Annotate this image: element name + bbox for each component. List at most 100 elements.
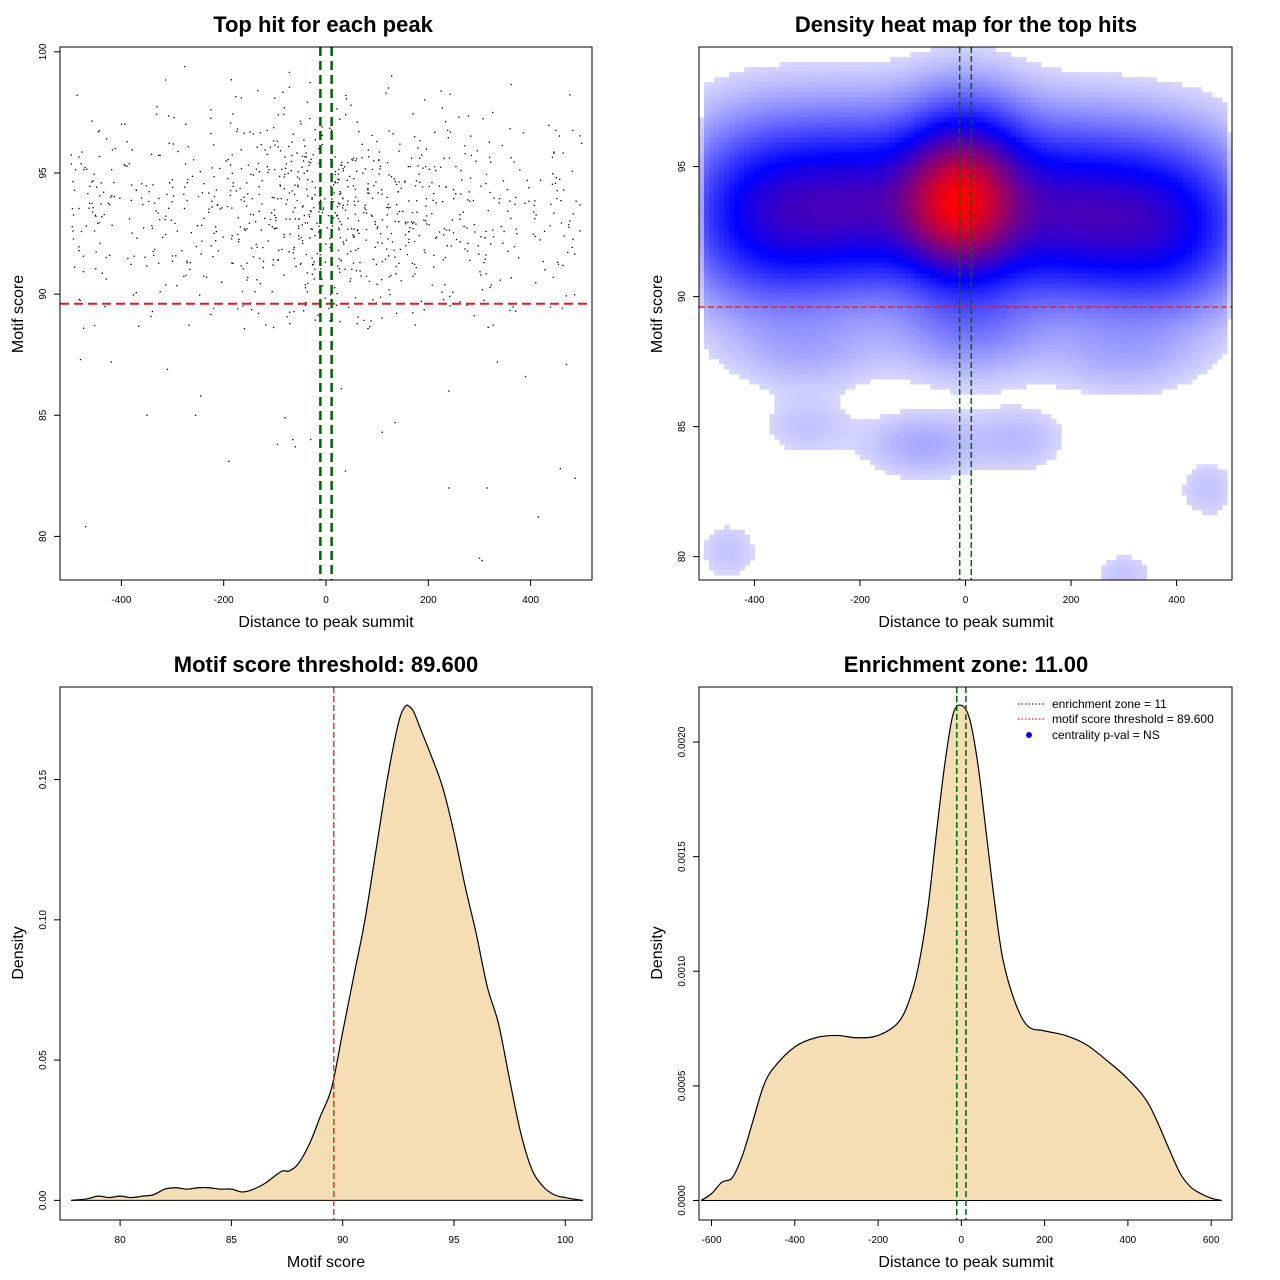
heatmap-cell	[1020, 177, 1027, 184]
heatmap-cell	[1181, 177, 1188, 184]
heatmap-cell	[854, 142, 861, 149]
scatter-point	[130, 263, 132, 266]
scatter-point	[411, 211, 414, 214]
heatmap-cell	[724, 182, 730, 189]
heatmap-cell	[849, 107, 856, 113]
scatter-point	[556, 189, 558, 192]
heatmap-cell	[1005, 62, 1012, 68]
heatmap-cell	[1025, 177, 1032, 184]
heatmap-cell	[1030, 127, 1037, 134]
heatmap-cell	[784, 142, 791, 149]
heatmap-cell	[1191, 157, 1198, 164]
heatmap-cell	[920, 102, 926, 108]
heatmap-cell	[814, 167, 821, 174]
heatmap-cell	[930, 87, 936, 93]
heatmap-cell	[834, 192, 841, 199]
heatmap-cell	[809, 233, 816, 239]
heatmap-cell	[799, 217, 806, 224]
scatter-point	[258, 210, 260, 213]
heatmap-cell	[704, 212, 710, 219]
heatmap-cell	[955, 82, 962, 88]
heatmap-cell	[1061, 217, 1067, 224]
heatmap-cell	[1030, 222, 1037, 229]
heatmap-cell	[930, 97, 936, 103]
heatmap-cell	[1216, 172, 1223, 179]
heatmap-cell	[1216, 147, 1223, 154]
heatmap-cell	[1096, 182, 1102, 189]
scatter-point	[492, 236, 495, 238]
heatmap-cell	[1081, 137, 1087, 144]
heatmap-cell	[955, 248, 962, 254]
heatmap-cell	[885, 222, 891, 229]
heatmap-cell	[719, 212, 725, 219]
heatmap-cell	[1216, 157, 1223, 164]
heatmap-cell	[1166, 87, 1173, 93]
heatmap-cell	[1076, 172, 1082, 179]
heatmap-cell	[1206, 162, 1213, 169]
heatmap-cell	[960, 52, 967, 58]
heatmap-cell	[699, 182, 705, 189]
heatmap-cell	[910, 217, 916, 224]
heatmap-cell	[1136, 127, 1143, 134]
heatmap-cell	[995, 77, 1002, 83]
scatter-point	[262, 260, 265, 263]
scatter-point	[194, 414, 197, 416]
heatmap-cell	[990, 233, 997, 239]
heatmap-cell	[1201, 222, 1208, 229]
heatmap-cell	[1000, 182, 1007, 189]
heatmap-cell	[719, 132, 725, 139]
heatmap-cell	[900, 212, 906, 219]
scatter-point	[363, 211, 365, 214]
heatmap-cell	[794, 192, 801, 199]
heatmap-cell	[880, 62, 886, 68]
heatmap-cell	[945, 248, 952, 254]
heatmap-cell	[1216, 127, 1223, 134]
scatter-point	[238, 238, 240, 240]
heatmap-cell	[900, 222, 906, 229]
heatmap-cell	[1131, 77, 1138, 83]
heatmap-cell	[839, 187, 846, 194]
heatmap-cell	[990, 187, 997, 194]
heatmap-cell	[1121, 248, 1128, 254]
heatmap-cell	[1136, 167, 1143, 174]
heatmap-cell	[859, 162, 866, 169]
heatmap-cell	[1181, 248, 1188, 254]
heatmap-cell	[1056, 162, 1062, 169]
heatmap-cell	[824, 197, 831, 204]
heatmap-cell	[985, 228, 992, 234]
heatmap-cell	[930, 187, 936, 194]
heatmap-cell	[704, 182, 710, 189]
heatmap-cell	[724, 102, 730, 108]
heatmap-cell	[799, 122, 806, 129]
heatmap-cell	[739, 132, 745, 139]
heatmap-cell	[734, 157, 740, 164]
scatter-point	[371, 197, 374, 199]
heatmap-cell	[1071, 167, 1077, 174]
heatmap-cell	[890, 212, 896, 219]
heatmap-cell	[794, 228, 801, 234]
heatmap-cell	[920, 233, 926, 239]
heatmap-cell	[1045, 177, 1052, 184]
heatmap-cell	[955, 217, 962, 224]
scatter-point	[251, 197, 253, 200]
heatmap-cell	[1196, 243, 1203, 249]
heatmap-cell	[1161, 187, 1168, 194]
heatmap-cell	[995, 112, 1002, 118]
heatmap-cell	[864, 212, 871, 219]
heatmap-cell	[1106, 92, 1112, 98]
heatmap-cell	[854, 177, 861, 184]
heatmap-cell	[1040, 222, 1047, 229]
heatmap-cell	[709, 87, 715, 93]
heatmap-cell	[1226, 197, 1233, 204]
heatmap-cell	[935, 82, 941, 88]
heatmap-cell	[774, 122, 781, 129]
heatmap-cell	[890, 62, 896, 68]
heatmap-cell	[749, 132, 755, 139]
heatmap-cell	[880, 238, 886, 244]
heatmap-cell	[854, 122, 861, 129]
heatmap-cell	[1066, 152, 1072, 159]
scatter-point	[301, 240, 304, 242]
heatmap-cell	[975, 127, 982, 134]
heatmap-cell	[859, 187, 866, 194]
heatmap-cell	[900, 82, 906, 88]
